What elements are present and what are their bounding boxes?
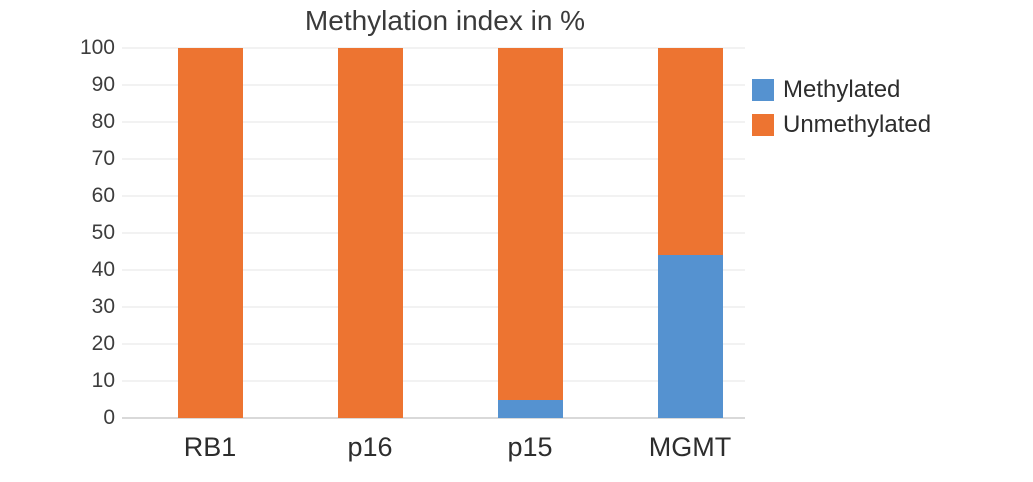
gridline	[122, 306, 745, 308]
category-slot-rb1	[130, 48, 290, 418]
gridline	[122, 158, 745, 160]
bar-segment-p15-methylated	[497, 399, 563, 418]
bar-mgmt	[657, 48, 723, 418]
y-axis-tick-labels: 0 10 20 30 40 50 60 70 80 90 100	[35, 37, 115, 429]
y-tick-label: 40	[91, 258, 115, 281]
bar-segment-p16-unmethylated	[337, 48, 403, 418]
methylated-swatch-icon	[752, 79, 774, 101]
category-slot-p15	[450, 48, 610, 418]
gridline	[122, 195, 745, 197]
bar-p16	[337, 48, 403, 418]
gridline	[122, 121, 745, 123]
legend-label: Methylated	[783, 76, 901, 103]
y-tick-label: 90	[91, 73, 115, 96]
bar-rb1	[177, 48, 243, 418]
legend-item-methylated: Methylated	[752, 78, 931, 102]
x-axis-baseline	[122, 417, 745, 419]
x-category-label-p15: p15	[507, 432, 553, 462]
bars-container	[130, 48, 770, 418]
y-tick-label: 100	[79, 36, 115, 59]
y-tick-label: 60	[91, 184, 115, 207]
plot-area	[122, 47, 745, 419]
bar-segment-p15-unmethylated	[497, 48, 563, 400]
y-tick-label: 10	[91, 369, 115, 392]
category-slot-p16	[290, 48, 450, 418]
gridline	[122, 232, 745, 234]
unmethylated-swatch-icon	[752, 114, 774, 136]
legend-label: Unmethylated	[783, 111, 932, 138]
legend-item-unmethylated: Unmethylated	[752, 113, 931, 137]
x-axis-labels: RB1 p16 p15 MGMT	[130, 431, 770, 463]
gridline	[122, 269, 745, 271]
y-tick-label: 0	[103, 406, 115, 429]
bar-segment-rb1-unmethylated	[177, 48, 243, 418]
bar-p15	[497, 48, 563, 418]
y-tick-label: 30	[91, 295, 115, 318]
x-category-label-p16: p16	[347, 432, 393, 462]
gridline	[122, 47, 745, 49]
bar-segment-mgmt-unmethylated	[657, 48, 723, 256]
chart-title: Methylation index in %	[304, 5, 586, 36]
y-tick-label: 80	[91, 110, 115, 133]
x-category-label-mgmt: MGMT	[648, 432, 732, 462]
y-tick-label: 50	[91, 221, 115, 244]
bar-segment-mgmt-methylated	[657, 255, 723, 418]
category-slot-mgmt	[610, 48, 770, 418]
y-tick-label: 70	[91, 147, 115, 170]
gridline	[122, 380, 745, 382]
gridline	[122, 84, 745, 86]
gridline	[122, 343, 745, 345]
y-tick-label: 20	[91, 332, 115, 355]
x-category-label-rb1: RB1	[183, 432, 237, 462]
legend: Methylated Unmethylated	[752, 78, 931, 137]
